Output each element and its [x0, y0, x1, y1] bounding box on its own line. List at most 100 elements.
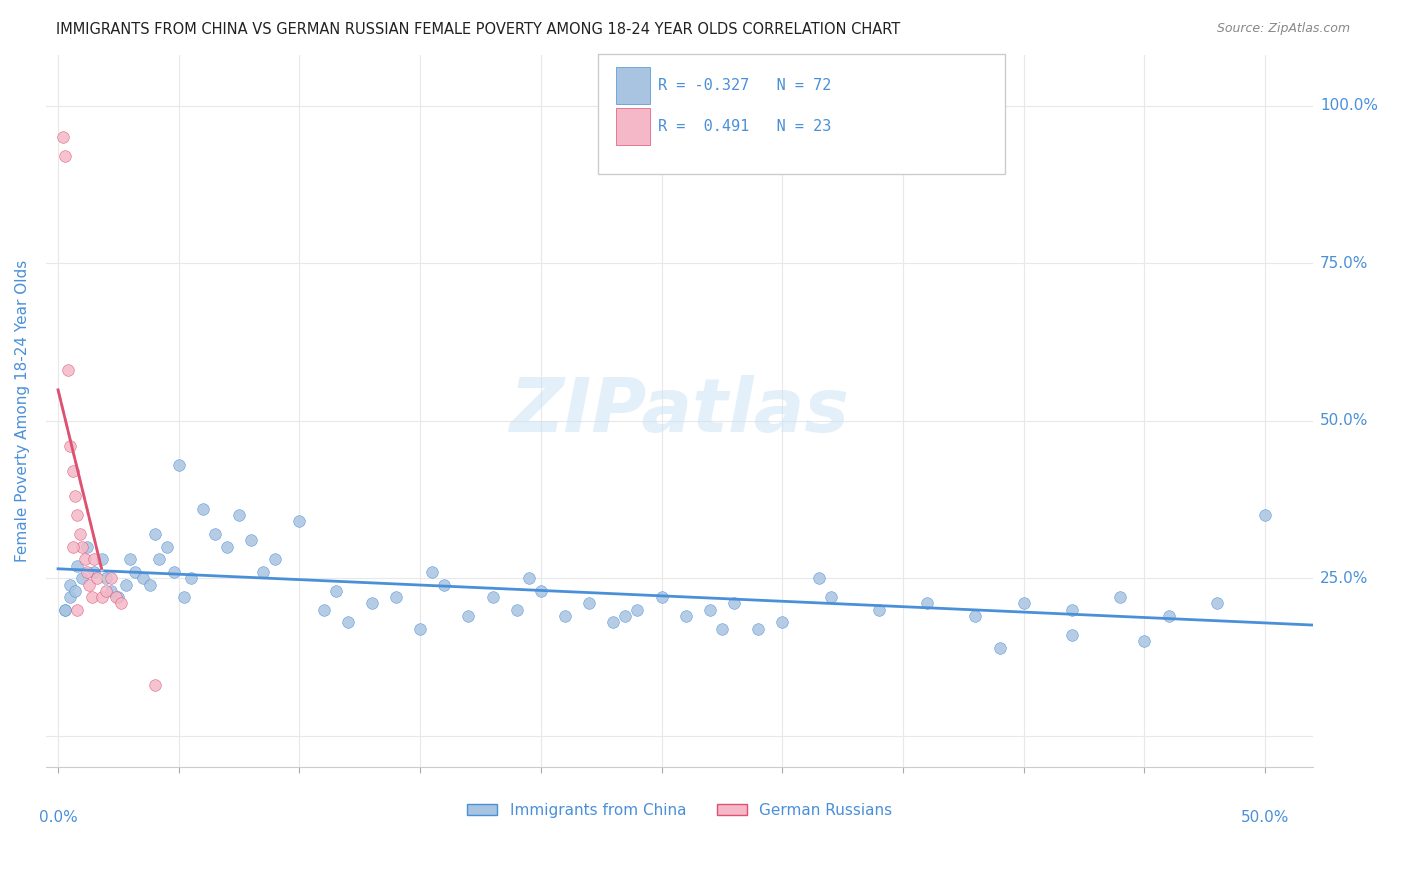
- Point: [1012, 596, 1035, 610]
- Text: 0.0%: 0.0%: [39, 810, 77, 825]
- Point: [215, 540, 238, 554]
- Point: [79, 577, 101, 591]
- Text: R = -0.327   N = 72: R = -0.327 N = 72: [658, 78, 831, 93]
- Text: IMMIGRANTS FROM CHINA VS GERMAN RUSSIAN FEMALE POVERTY AMONG 18-24 YEAR OLDS COR: IMMIGRANTS FROM CHINA VS GERMAN RUSSIAN …: [56, 22, 900, 37]
- Point: [651, 590, 673, 604]
- Point: [747, 622, 769, 636]
- Text: Source: ZipAtlas.com: Source: ZipAtlas.com: [1216, 22, 1350, 36]
- Point: [626, 603, 648, 617]
- Point: [420, 565, 443, 579]
- Point: [59, 577, 82, 591]
- Text: ZIPatlas: ZIPatlas: [510, 375, 849, 448]
- Point: [1206, 596, 1229, 610]
- Point: [62, 540, 84, 554]
- Point: [204, 527, 226, 541]
- Point: [336, 615, 359, 630]
- Point: [86, 571, 108, 585]
- Point: [180, 571, 202, 585]
- Point: [90, 590, 112, 604]
- Y-axis label: Female Poverty Among 18-24 Year Olds: Female Poverty Among 18-24 Year Olds: [15, 260, 30, 562]
- Text: R =  0.491   N = 23: R = 0.491 N = 23: [658, 120, 831, 134]
- Point: [988, 640, 1011, 655]
- Text: 75.0%: 75.0%: [1320, 256, 1368, 270]
- Point: [361, 596, 384, 610]
- Legend: Immigrants from China, German Russians: Immigrants from China, German Russians: [461, 797, 898, 823]
- Point: [711, 622, 734, 636]
- Point: [578, 596, 600, 610]
- Point: [59, 590, 82, 604]
- Text: 25.0%: 25.0%: [1320, 571, 1368, 586]
- Point: [1060, 628, 1083, 642]
- Point: [228, 508, 250, 523]
- Point: [602, 615, 624, 630]
- Point: [100, 571, 122, 585]
- Point: [53, 149, 76, 163]
- Point: [264, 552, 287, 566]
- Point: [100, 583, 122, 598]
- Point: [148, 552, 170, 566]
- Point: [325, 583, 347, 598]
- Point: [107, 590, 129, 604]
- Point: [53, 603, 76, 617]
- Point: [506, 603, 529, 617]
- Point: [66, 603, 89, 617]
- Point: [173, 590, 195, 604]
- Point: [52, 130, 75, 145]
- Point: [53, 603, 76, 617]
- Point: [90, 552, 112, 566]
- Point: [70, 540, 93, 554]
- Point: [59, 439, 82, 453]
- Point: [868, 603, 890, 617]
- Point: [83, 552, 105, 566]
- Point: [915, 596, 938, 610]
- Point: [723, 596, 745, 610]
- Point: [139, 577, 162, 591]
- Point: [76, 565, 98, 579]
- Point: [66, 558, 89, 573]
- Point: [614, 609, 637, 624]
- Point: [69, 527, 91, 541]
- Point: [163, 565, 186, 579]
- Point: [66, 508, 89, 523]
- Point: [80, 590, 103, 604]
- Point: [699, 603, 721, 617]
- Point: [554, 609, 576, 624]
- Text: 50.0%: 50.0%: [1320, 413, 1368, 428]
- Point: [114, 577, 136, 591]
- Point: [63, 489, 86, 503]
- Point: [83, 565, 105, 579]
- Text: 100.0%: 100.0%: [1320, 98, 1378, 113]
- Point: [1157, 609, 1180, 624]
- Point: [807, 571, 830, 585]
- Point: [965, 609, 987, 624]
- Point: [63, 583, 86, 598]
- Point: [143, 678, 166, 692]
- Point: [124, 565, 146, 579]
- Point: [96, 583, 118, 598]
- Point: [70, 571, 93, 585]
- Point: [1060, 603, 1083, 617]
- Point: [252, 565, 274, 579]
- Point: [56, 363, 79, 377]
- Point: [288, 515, 311, 529]
- Point: [312, 603, 335, 617]
- Point: [409, 622, 432, 636]
- Point: [62, 464, 84, 478]
- Point: [73, 552, 96, 566]
- Point: [481, 590, 503, 604]
- Point: [131, 571, 153, 585]
- Point: [1109, 590, 1132, 604]
- Point: [143, 527, 166, 541]
- Point: [156, 540, 179, 554]
- Point: [820, 590, 842, 604]
- Point: [110, 596, 132, 610]
- Point: [770, 615, 793, 630]
- Point: [530, 583, 553, 598]
- Point: [96, 571, 118, 585]
- Point: [385, 590, 408, 604]
- Point: [1133, 634, 1156, 648]
- Point: [167, 458, 190, 472]
- Point: [76, 540, 98, 554]
- Point: [433, 577, 456, 591]
- Point: [120, 552, 142, 566]
